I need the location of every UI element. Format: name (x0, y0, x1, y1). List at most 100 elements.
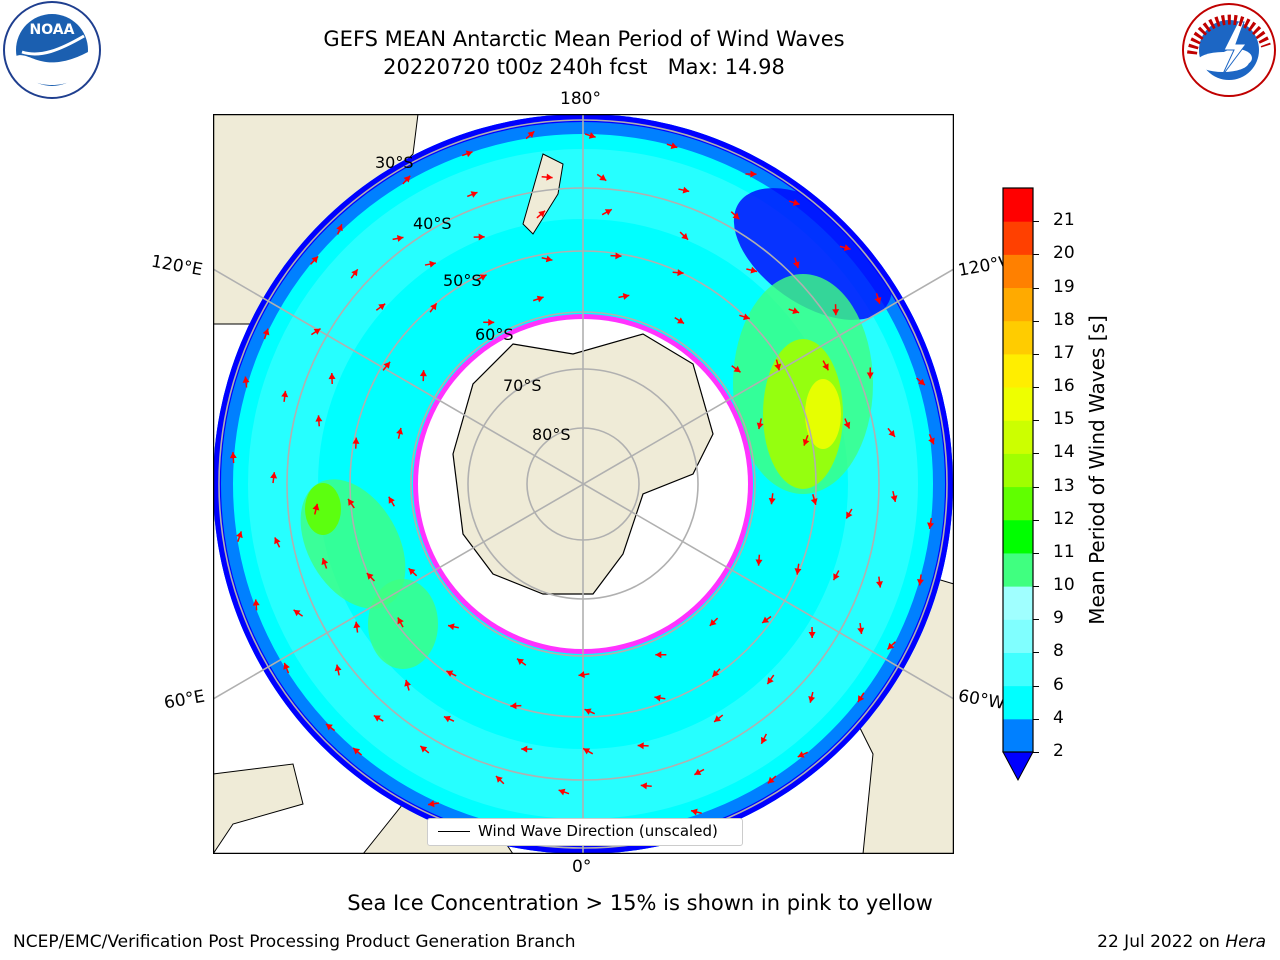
direction-arrow-head (810, 498, 818, 505)
colorbar-tick-label: 2 (1053, 741, 1064, 761)
direction-arrow-head (420, 745, 428, 753)
colorbar-tick-label: 8 (1053, 641, 1064, 662)
lon-label-180: 180° (560, 89, 601, 109)
direction-arrow-head (890, 495, 898, 502)
direction-arrow-head (843, 244, 851, 252)
direction-arrow-head (792, 199, 800, 206)
direction-arrow-head (470, 191, 478, 198)
direction-arrow-head (236, 531, 243, 539)
madagascar-land (213, 763, 304, 854)
direction-arrow-head (857, 627, 865, 634)
direction-arrow-head (351, 269, 358, 277)
direction-arrow-head (430, 303, 437, 311)
colorbar-tick (1033, 320, 1039, 322)
colorbar-cell (1003, 254, 1033, 289)
colorbar-tick (1033, 420, 1039, 422)
colorbar-cell (1003, 586, 1033, 620)
direction-arrow-head (396, 234, 404, 242)
footer-date: 22 Jul 2022 on Hera (1097, 932, 1266, 952)
lat-label-80s: 80°S (532, 425, 571, 444)
direction-arrow-head (767, 677, 774, 685)
direction-arrow-head (419, 370, 427, 377)
direction-arrow-head (670, 142, 678, 150)
noaa-logo: NOAA (3, 1, 101, 99)
direction-arrow-head (732, 212, 740, 220)
lon-label-60w: 60°W (956, 686, 1007, 714)
direction-arrow-head (274, 537, 281, 545)
direction-arrow-head (448, 623, 455, 631)
lat-label-60s: 60°S (475, 325, 514, 344)
colorbar-cell (1003, 486, 1033, 521)
direction-arrow-head (403, 175, 411, 183)
direction-arrow-head (866, 372, 874, 379)
colorbar-cell (1003, 652, 1033, 687)
direction-arrow-head (313, 328, 321, 335)
direction-arrow-head (756, 422, 764, 430)
direction-arrow-head (714, 715, 721, 722)
direction-arrow-head (743, 313, 750, 321)
direction-arrow-head (622, 292, 630, 300)
colorbar-tick (1033, 619, 1039, 621)
direction-arrow-head (283, 662, 290, 670)
chart-subtitle: 20220720 t00z 240h fcst Max: 14.98 (383, 55, 785, 79)
colorbar-extend-min (1002, 751, 1034, 782)
colorbar-tick-label: 14 (1053, 442, 1075, 463)
direction-arrow-head (252, 599, 260, 606)
legend-label: Wind Wave Direction (unscaled) (478, 822, 718, 840)
direction-arrow-head (270, 472, 278, 479)
direction-arrow-head (768, 497, 776, 505)
colorbar-tick-label: 17 (1053, 342, 1075, 363)
direction-arrow-head (527, 131, 535, 138)
colorbar-label: Mean Period of Wind Waves [s] (1085, 315, 1109, 625)
colorbar (1002, 187, 1034, 782)
colorbar-tick-label: 15 (1053, 409, 1075, 430)
colorbar-tick (1033, 586, 1039, 588)
colorbar-cell (1003, 353, 1033, 388)
colorbar-tick-label: 19 (1053, 276, 1075, 297)
direction-arrow-head (691, 808, 698, 816)
wind-wave-direction-arrows (229, 130, 935, 839)
footer-host: Hera (1225, 932, 1266, 952)
national-weather-service-logo (1182, 3, 1276, 97)
direction-arrow-head (916, 579, 924, 586)
direction-arrow-head (538, 210, 546, 218)
lon-label-60e: 60°E (162, 686, 207, 714)
colorbar-tick-label: 6 (1053, 674, 1064, 695)
direction-arrow-head (637, 742, 644, 750)
direction-arrow-head (348, 498, 355, 506)
colorbar-tick (1033, 519, 1039, 521)
direction-arrow-head (352, 437, 360, 444)
colorbar-tick-label: 10 (1053, 575, 1075, 596)
direction-arrow-head (876, 581, 883, 588)
direction-arrow-head (578, 671, 585, 679)
colorbar-tick (1033, 652, 1039, 654)
direction-arrow-head (321, 558, 329, 566)
lat-label-50s: 50°S (443, 271, 482, 290)
colorbar-tick (1033, 221, 1039, 223)
colorbar-cell (1003, 387, 1033, 421)
colorbar-tick-label: 11 (1053, 541, 1075, 562)
colorbar-cell (1003, 221, 1033, 255)
direction-arrow-head (583, 748, 591, 755)
direction-arrow-head (808, 696, 816, 703)
colorbar-tick (1033, 718, 1039, 720)
direction-arrow-head (545, 255, 553, 263)
chart-title: GEFS MEAN Antarctic Mean Period of Wind … (323, 27, 845, 51)
direction-arrow-head (677, 317, 685, 324)
colorbar-tick (1033, 353, 1039, 355)
direction-arrow-head (495, 776, 503, 783)
direction-arrow-head (262, 328, 270, 336)
direction-arrow-head (762, 616, 770, 623)
colorbar-cell (1003, 453, 1033, 488)
colorbar-tick (1033, 453, 1039, 455)
direction-arrow-head (755, 559, 763, 566)
direction-arrow-head (792, 307, 800, 315)
direction-arrow-head (558, 788, 566, 796)
colorbar-tick-label: 4 (1053, 707, 1064, 728)
direction-arrow-head (336, 224, 343, 232)
direction-arrow-head (536, 295, 544, 303)
colorbar-cell (1003, 685, 1033, 720)
direction-arrow-head (388, 496, 395, 504)
direction-arrow-head (293, 609, 301, 617)
direction-arrow-head (311, 256, 319, 264)
